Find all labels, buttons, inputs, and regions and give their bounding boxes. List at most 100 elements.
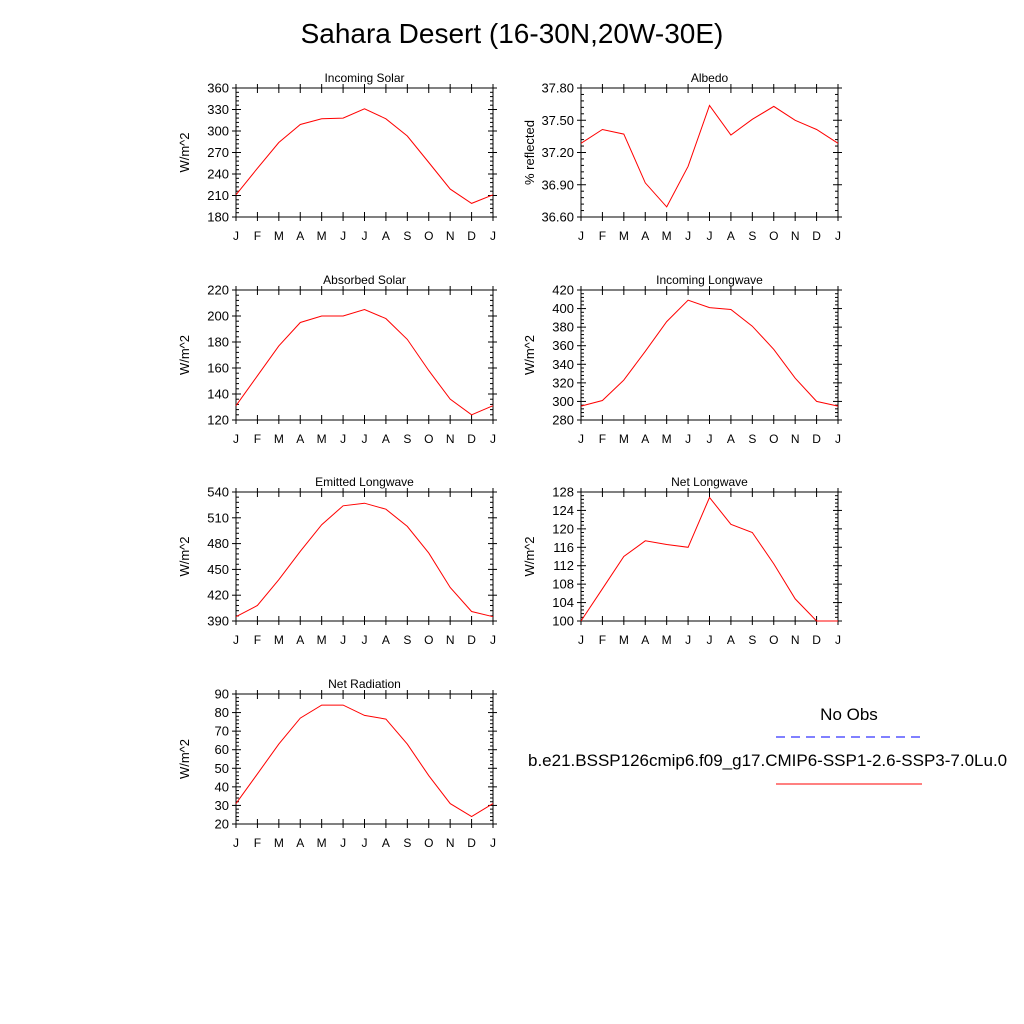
x-tick-label: J (578, 229, 584, 243)
y-tick-label: 37.80 (541, 81, 574, 96)
x-tick-label: M (317, 836, 327, 850)
x-tick-label: J (233, 229, 239, 243)
x-tick-label: O (424, 432, 433, 446)
y-tick-label: 450 (207, 562, 229, 577)
x-tick-label: A (382, 633, 390, 647)
y-tick-label: 390 (207, 614, 229, 629)
x-tick-label: M (317, 633, 327, 647)
x-tick-label: J (835, 229, 841, 243)
x-tick-label: A (296, 836, 304, 850)
y-tick-label: 120 (207, 413, 229, 428)
y-tick-label: 116 (553, 540, 574, 555)
x-tick-label: J (340, 229, 346, 243)
x-tick-label: F (599, 432, 606, 446)
x-tick-label: N (446, 836, 455, 850)
x-tick-label: J (362, 836, 368, 850)
legend-obs-label: No Obs (820, 705, 878, 724)
x-tick-label: M (619, 229, 629, 243)
y-tick-label: 300 (552, 394, 574, 409)
y-tick-label: 240 (207, 167, 229, 182)
x-tick-label: N (446, 432, 455, 446)
x-tick-label: D (812, 633, 821, 647)
chart-title: Emitted Longwave (315, 475, 414, 489)
chart-title: Net Longwave (671, 475, 748, 489)
x-tick-label: J (685, 633, 691, 647)
y-tick-label: 420 (207, 588, 229, 603)
x-tick-label: J (707, 432, 713, 446)
x-tick-label: A (641, 229, 649, 243)
x-tick-label: D (812, 432, 821, 446)
x-tick-label: D (812, 229, 821, 243)
x-tick-label: J (707, 633, 713, 647)
x-tick-label: A (727, 633, 735, 647)
y-tick-label: 80 (215, 705, 229, 720)
x-tick-label: J (233, 836, 239, 850)
y-axis-label: W/m^2 (177, 132, 192, 172)
y-tick-label: 70 (215, 724, 229, 739)
y-tick-label: 36.90 (541, 177, 574, 192)
y-tick-label: 37.50 (541, 113, 574, 128)
y-axis-label: W/m^2 (177, 335, 192, 375)
x-tick-label: S (403, 229, 411, 243)
x-tick-label: J (233, 633, 239, 647)
x-tick-label: M (662, 633, 672, 647)
x-tick-label: A (641, 432, 649, 446)
x-tick-label: M (317, 229, 327, 243)
y-tick-label: 320 (552, 375, 574, 390)
x-tick-label: S (748, 432, 756, 446)
x-tick-label: A (382, 432, 390, 446)
y-tick-label: 330 (207, 102, 229, 117)
x-tick-label: O (424, 633, 433, 647)
x-tick-label: M (662, 432, 672, 446)
y-axis-label: W/m^2 (177, 536, 192, 576)
x-tick-label: J (490, 836, 496, 850)
x-tick-label: M (274, 432, 284, 446)
y-axis-label: W/m^2 (522, 536, 537, 576)
x-tick-label: A (296, 229, 304, 243)
x-tick-label: F (254, 229, 261, 243)
chart-title: Absorbed Solar (323, 273, 406, 287)
x-tick-label: J (578, 432, 584, 446)
x-tick-label: M (274, 633, 284, 647)
series-line (580, 299, 839, 407)
y-tick-label: 380 (552, 320, 574, 335)
y-tick-label: 60 (215, 742, 229, 757)
x-tick-label: M (274, 229, 284, 243)
x-tick-label: M (619, 432, 629, 446)
y-tick-label: 100 (552, 614, 574, 629)
x-tick-label: A (641, 633, 649, 647)
x-tick-label: J (685, 229, 691, 243)
x-tick-label: J (340, 633, 346, 647)
x-tick-label: A (296, 633, 304, 647)
page-title: Sahara Desert (16-30N,20W-30E) (300, 18, 724, 49)
x-tick-label: S (748, 229, 756, 243)
x-tick-label: J (835, 633, 841, 647)
x-tick-label: J (340, 836, 346, 850)
y-tick-label: 180 (207, 210, 229, 225)
y-tick-label: 36.60 (541, 210, 574, 225)
x-tick-label: A (727, 229, 735, 243)
x-tick-label: J (578, 633, 584, 647)
y-tick-label: 180 (207, 335, 229, 350)
chart-title: Net Radiation (328, 677, 401, 691)
series-line (235, 502, 494, 618)
y-tick-label: 140 (207, 387, 229, 402)
x-tick-label: N (791, 229, 800, 243)
y-tick-label: 360 (207, 81, 229, 96)
y-tick-label: 112 (553, 558, 574, 573)
chart-title: Albedo (691, 71, 729, 85)
y-tick-label: 400 (552, 301, 574, 316)
x-tick-label: M (274, 836, 284, 850)
y-axis-label: % reflected (522, 120, 537, 185)
x-tick-label: J (362, 633, 368, 647)
series-line (580, 496, 838, 622)
y-tick-label: 540 (207, 485, 229, 500)
x-tick-label: S (748, 633, 756, 647)
x-tick-label: J (685, 432, 691, 446)
x-tick-label: O (424, 229, 433, 243)
